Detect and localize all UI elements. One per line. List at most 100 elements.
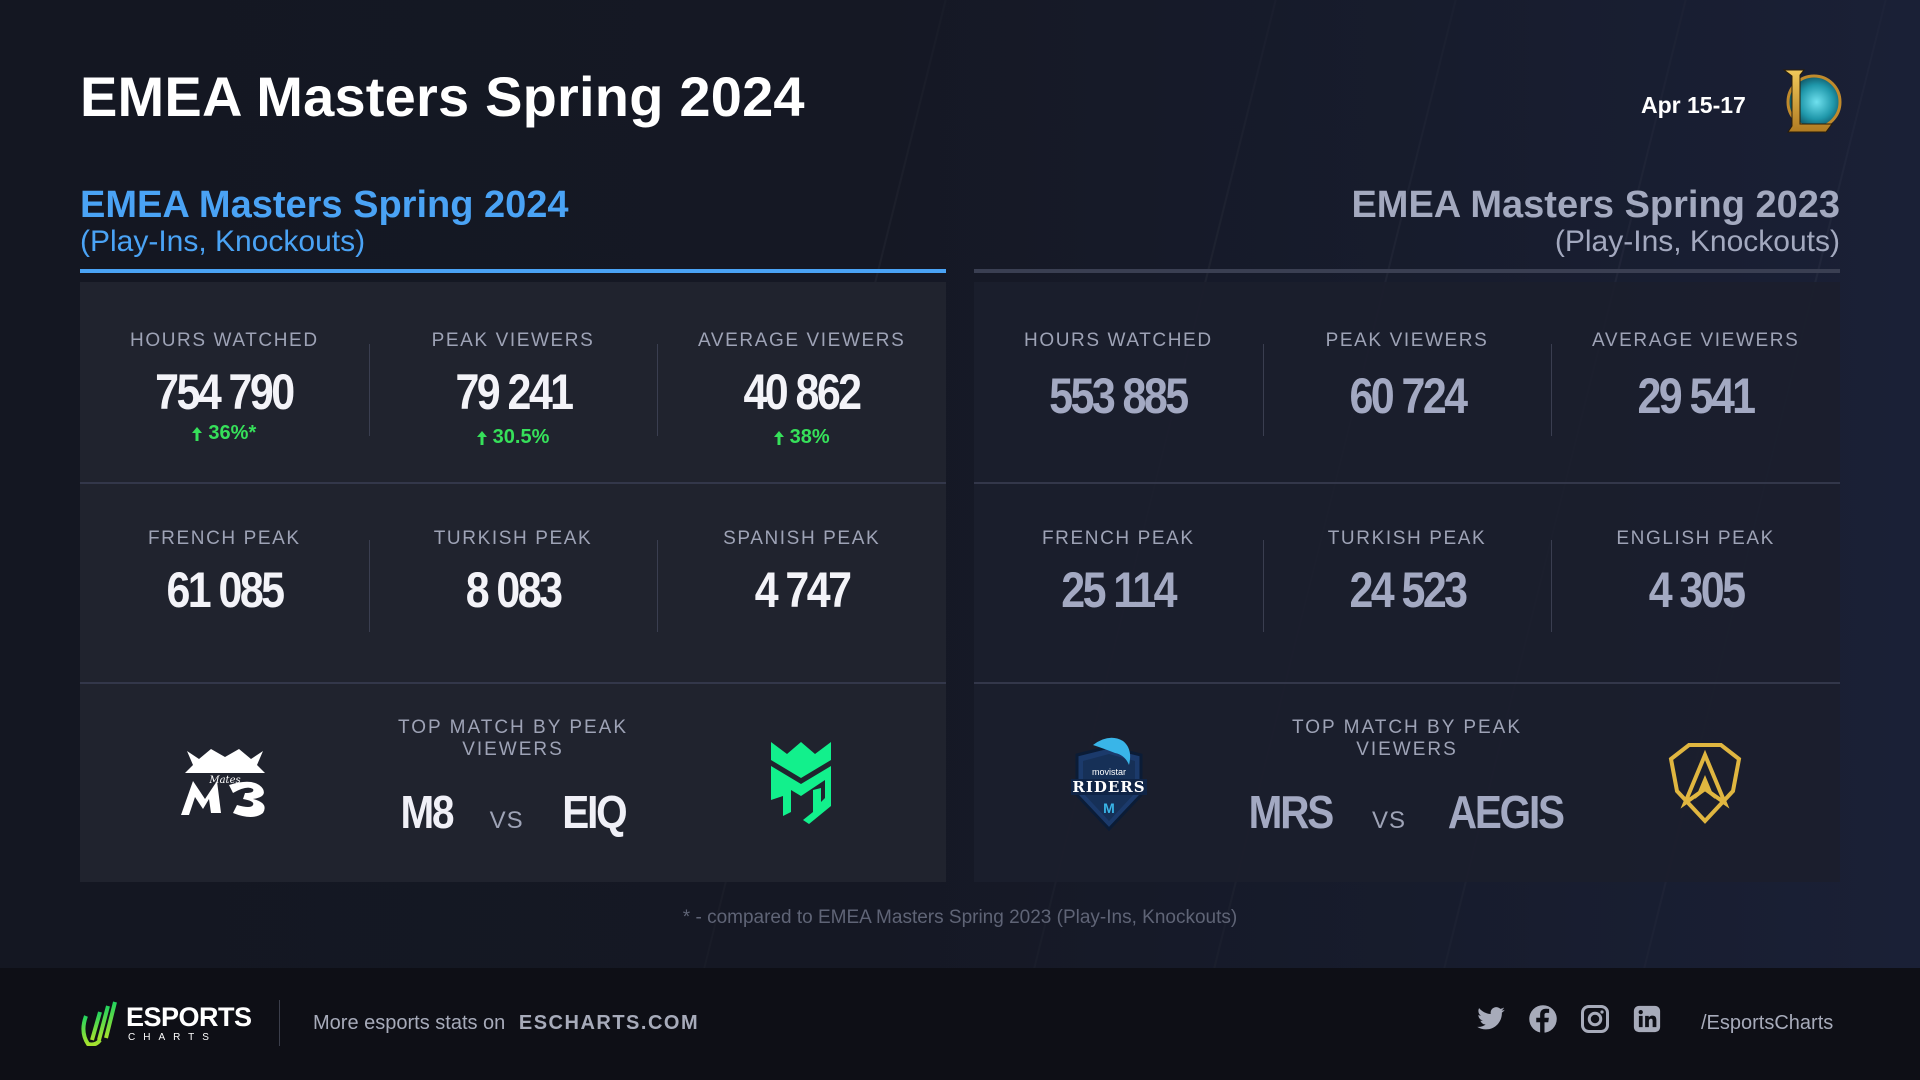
top-match-row: movistar RIDERS M TOP MATCH BY PEAK VIEW… xyxy=(974,684,1840,882)
logo-word-esports: ESPORTS xyxy=(126,1001,252,1032)
previous-section-title: EMEA Masters Spring 2023 xyxy=(1351,184,1840,226)
stat-hours-watched: HOURS WATCHED 754 790 36%* xyxy=(80,282,369,482)
svg-text:movistar: movistar xyxy=(1092,767,1126,777)
stat-value: 754 790 xyxy=(155,364,296,420)
stat-value: 4 305 xyxy=(1648,562,1745,618)
page-title: EMEA Masters Spring 2024 xyxy=(80,65,805,128)
top-match-label: TOP MATCH BY PEAK VIEWERS xyxy=(1291,717,1523,760)
language-stats-row: FRENCH PEAK 61 085 TURKISH PEAK 8 083 SP… xyxy=(80,484,946,682)
linkedin-icon[interactable] xyxy=(1632,1004,1662,1034)
primary-stats-row: HOURS WATCHED 553 885 PEAK VIEWERS 60 72… xyxy=(974,282,1840,482)
social-handle[interactable]: /EsportsCharts xyxy=(1701,1012,1834,1034)
stat-value: 25 114 xyxy=(1061,562,1178,618)
stat-label: TURKISH PEAK xyxy=(1327,528,1487,549)
instagram-icon[interactable] xyxy=(1580,1004,1610,1034)
stat-label: SPANISH PEAK xyxy=(723,528,881,549)
stat-value: 60 724 xyxy=(1348,368,1468,424)
current-section-title: EMEA Masters Spring 2024 xyxy=(80,184,569,226)
arrow-up-icon xyxy=(192,426,203,441)
previous-section-subtitle: (Play-Ins, Knockouts) xyxy=(1554,225,1840,258)
footer-divider xyxy=(279,1000,280,1046)
previous-section-header: EMEA Masters Spring 2023 (Play-Ins, Knoc… xyxy=(974,184,1840,258)
promo-text: More esports stats on xyxy=(313,1012,506,1034)
stat-value: 24 523 xyxy=(1348,562,1468,618)
league-of-legends-logo-icon xyxy=(1782,69,1842,133)
stat-label: ENGLISH PEAK xyxy=(1616,528,1775,549)
svg-text:Mates: Mates xyxy=(208,775,240,786)
team1-logo: movistar RIDERS M xyxy=(974,735,1243,831)
previous-stats-panel: HOURS WATCHED 553 885 PEAK VIEWERS 60 72… xyxy=(974,282,1840,882)
stat-change-value: 36%* xyxy=(208,422,257,444)
stat-value: 61 085 xyxy=(166,562,285,618)
svg-text:M: M xyxy=(1103,800,1115,816)
current-section-subtitle: (Play-Ins, Knockouts) xyxy=(80,225,366,258)
stat-change-value: 30.5% xyxy=(492,426,550,448)
team2-name: EIQ xyxy=(561,786,627,838)
row-divider xyxy=(974,482,1840,484)
esports-charts-logo[interactable]: ESPORTS CHARTS xyxy=(80,1000,252,1046)
stat-value: 40 862 xyxy=(743,364,863,420)
row-divider xyxy=(80,682,946,684)
stat-average-viewers: AVERAGE VIEWERS 40 862 38% xyxy=(657,282,946,482)
team2-name: AEGIS xyxy=(1447,786,1565,838)
stat-value: 4 747 xyxy=(754,562,851,618)
esports-charts-logo-icon xyxy=(81,1001,117,1046)
stat-turkish-peak: TURKISH PEAK 24 523 xyxy=(1262,484,1552,682)
current-stats-panel: HOURS WATCHED 754 790 36%* PEAK VIEWERS … xyxy=(80,282,946,882)
stat-french-peak: FRENCH PEAK 25 114 xyxy=(974,484,1263,682)
stat-value: 8 083 xyxy=(465,562,563,618)
footnote: * - compared to EMEA Masters Spring 2023… xyxy=(682,907,1238,928)
stat-label: AVERAGE VIEWERS xyxy=(698,330,906,351)
stat-label: PEAK VIEWERS xyxy=(431,330,595,351)
team1-name: M8 xyxy=(400,786,454,838)
current-section-header: EMEA Masters Spring 2024 (Play-Ins, Knoc… xyxy=(80,184,946,258)
facebook-icon[interactable] xyxy=(1528,1004,1558,1034)
previous-section-underline xyxy=(974,269,1840,273)
top-match-label: TOP MATCH BY PEAK VIEWERS xyxy=(397,717,629,760)
stat-peak-viewers: PEAK VIEWERS 60 724 xyxy=(1262,282,1552,482)
team1-logo: Mates xyxy=(80,747,370,819)
stat-label: HOURS WATCHED xyxy=(1024,330,1213,351)
gentle-mates-logo-icon: Mates xyxy=(181,749,265,817)
social-links xyxy=(1476,1004,1662,1034)
stat-change-value: 38% xyxy=(789,426,830,448)
team2-logo xyxy=(656,740,946,826)
aegis-logo-icon xyxy=(1669,743,1742,824)
promo-link[interactable]: ESCHARTS.COM xyxy=(518,1012,700,1034)
stat-change: 30.5% xyxy=(369,426,658,449)
stat-label: HOURS WATCHED xyxy=(130,330,319,351)
arrow-up-icon xyxy=(476,430,487,445)
stat-average-viewers: AVERAGE VIEWERS 29 541 xyxy=(1551,282,1840,482)
logo-word-charts: CHARTS xyxy=(128,1031,217,1043)
event-date: Apr 15-17 xyxy=(1641,92,1746,118)
top-match-row: Mates TOP MATCH BY PEAK VIEWERS M8 VS EI… xyxy=(80,684,946,882)
arrow-up-icon xyxy=(773,430,784,445)
current-section-underline xyxy=(80,269,946,273)
twitter-icon[interactable] xyxy=(1476,1004,1506,1034)
stat-label: FRENCH PEAK xyxy=(1041,528,1195,549)
footer-promo: More esports stats on ESCHARTS.COM xyxy=(313,1012,699,1035)
movistar-riders-logo-icon: movistar RIDERS M xyxy=(1070,737,1147,831)
stat-change: 38% xyxy=(657,426,946,449)
stat-peak-viewers: PEAK VIEWERS 79 241 30.5% xyxy=(368,282,658,482)
vs-label: VS xyxy=(1372,807,1407,834)
eintracht-spandau-logo-icon xyxy=(771,742,831,824)
stat-label: PEAK VIEWERS xyxy=(1325,330,1489,351)
team1-name: MRS xyxy=(1248,786,1335,838)
stat-label: TURKISH PEAK xyxy=(433,528,593,549)
stat-label: FRENCH PEAK xyxy=(147,528,301,549)
row-divider xyxy=(974,682,1840,684)
stat-value: 79 241 xyxy=(454,364,574,420)
language-stats-row: FRENCH PEAK 25 114 TURKISH PEAK 24 523 E… xyxy=(974,484,1840,682)
stat-turkish-peak: TURKISH PEAK 8 083 xyxy=(368,484,658,682)
stat-hours-watched: HOURS WATCHED 553 885 xyxy=(974,282,1263,482)
vs-label: VS xyxy=(489,807,524,834)
stat-label: AVERAGE VIEWERS xyxy=(1592,330,1800,351)
svg-text:RIDERS: RIDERS xyxy=(1072,778,1145,796)
stat-french-peak: FRENCH PEAK 61 085 xyxy=(80,484,369,682)
stat-english-peak: ENGLISH PEAK 4 305 xyxy=(1551,484,1840,682)
footer: ESPORTS CHARTS More esports stats on ESC… xyxy=(0,968,1920,1080)
row-divider xyxy=(80,482,946,484)
stat-spanish-peak: SPANISH PEAK 4 747 xyxy=(657,484,946,682)
stat-change: 36%* xyxy=(80,422,369,445)
